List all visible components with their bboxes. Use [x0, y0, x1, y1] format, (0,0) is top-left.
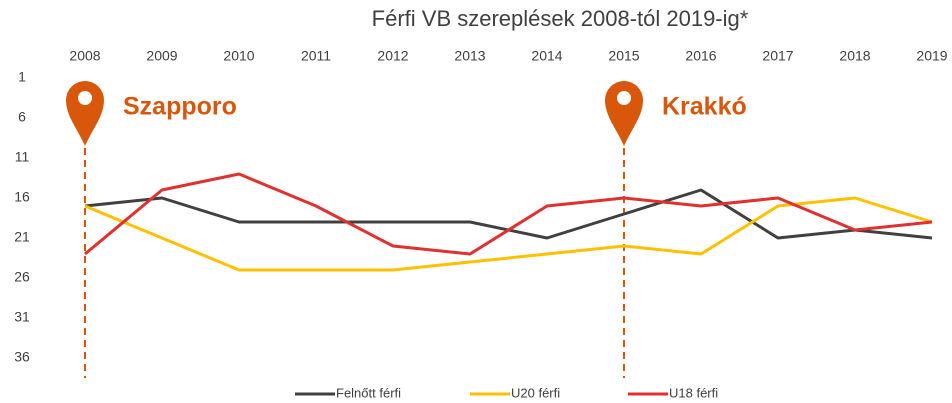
legend-label: Felnőtt férfi — [336, 385, 401, 400]
y-tick-label: 36 — [14, 349, 30, 365]
map-pin — [605, 81, 643, 146]
series-line — [84, 172, 933, 256]
legend-label: U18 férfi — [669, 385, 718, 400]
y-tick-label: 16 — [14, 189, 30, 205]
y-tick-label: 6 — [18, 109, 26, 125]
y-tick-label: 31 — [14, 309, 30, 325]
y-tick-label: 21 — [14, 229, 30, 245]
x-tick-label: 2010 — [223, 48, 254, 64]
x-tick-label: 2011 — [301, 48, 331, 64]
map-pin — [66, 81, 104, 146]
annotation-text: Krakkó — [662, 93, 747, 121]
y-tick-label: 26 — [14, 269, 30, 285]
x-tick-label: 2008 — [69, 48, 100, 64]
map-pin-hole — [78, 91, 92, 105]
chart-title: Férfi VB szereplések 2008-tól 2019-ig* — [372, 6, 749, 31]
annotation-text: Szapporo — [123, 93, 237, 121]
x-tick-label: 2009 — [146, 48, 177, 64]
y-tick-label: 1 — [18, 69, 26, 85]
x-tick-label: 2014 — [531, 48, 562, 64]
map-pin-hole — [617, 91, 631, 105]
y-tick-label: 11 — [15, 149, 30, 165]
x-tick-label: 2012 — [377, 48, 408, 64]
x-tick-label: 2018 — [839, 48, 870, 64]
x-tick-label: 2013 — [454, 48, 485, 64]
x-tick-label: 2017 — [762, 48, 793, 64]
x-tick-label: 2015 — [608, 48, 639, 64]
x-tick-label: 2016 — [685, 48, 716, 64]
x-tick-label: 2019 — [916, 48, 947, 64]
legend-label: U20 férfi — [511, 385, 560, 400]
